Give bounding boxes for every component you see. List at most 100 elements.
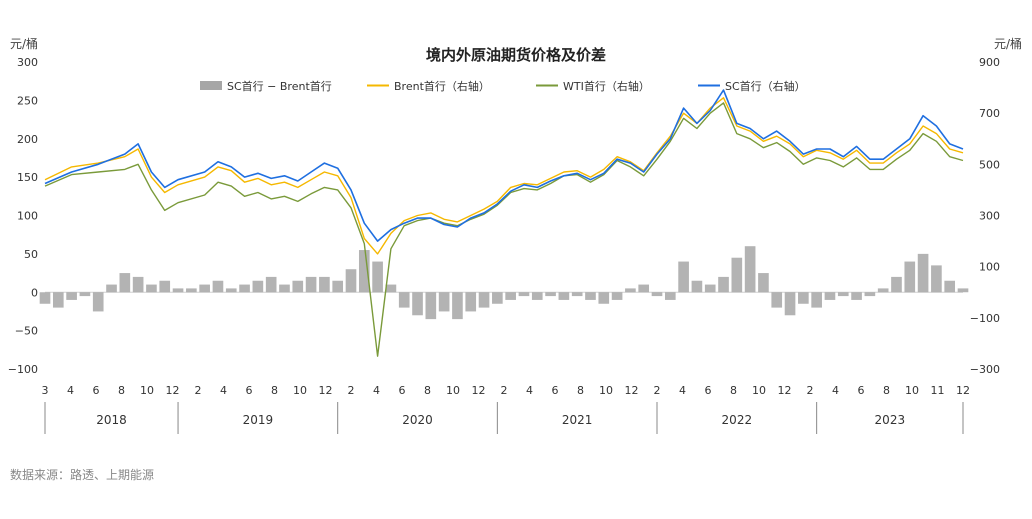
month-tick-label: 2 — [501, 384, 508, 397]
plot-area — [39, 89, 969, 357]
spread-bar-64 — [891, 276, 902, 293]
legend-label-sc: SC首行（右轴） — [725, 79, 806, 93]
right-tick-label: 100 — [979, 261, 1000, 274]
spread-bar-25 — [372, 261, 383, 293]
month-tick-label: 10 — [905, 384, 919, 397]
spread-bar-69 — [957, 288, 969, 293]
year-label: 2018 — [96, 413, 127, 427]
left-tick-label: 250 — [17, 94, 38, 107]
right-tick-label: −100 — [970, 312, 1000, 325]
spread-bar-28 — [412, 292, 423, 316]
month-tick-label: 8 — [118, 384, 125, 397]
spread-bar-55 — [771, 292, 783, 308]
spread-bar-10 — [172, 288, 184, 293]
spread-bar-36 — [518, 292, 530, 297]
spread-bar-45 — [638, 284, 650, 293]
month-tick-label: 10 — [752, 384, 766, 397]
spread-bar-33 — [478, 292, 490, 308]
spread-bar-38 — [545, 292, 556, 297]
left-tick-label: 100 — [17, 210, 38, 223]
right-tick-label: −300 — [970, 363, 1000, 376]
month-tick-label: 4 — [832, 384, 839, 397]
spread-bar-32 — [465, 292, 477, 312]
month-tick-label: 8 — [271, 384, 278, 397]
spread-bar-3 — [79, 292, 91, 297]
month-tick-label: 12 — [956, 384, 970, 397]
spread-bar-58 — [811, 292, 822, 308]
legend-label-spread: SC首行 − Brent首行 — [227, 79, 332, 93]
year-label: 2023 — [875, 413, 906, 427]
spread-bar-9 — [159, 280, 171, 293]
spread-bar-40 — [571, 292, 583, 297]
spread-bar-13 — [212, 280, 224, 293]
spread-bar-53 — [744, 246, 756, 293]
spread-bar-43 — [611, 292, 623, 300]
spread-bar-48 — [678, 261, 689, 293]
legend-label-wti: WTI首行（右轴） — [563, 79, 650, 93]
month-tick-label: 4 — [220, 384, 227, 397]
spread-bar-18 — [279, 284, 290, 293]
right-axis-unit: 元/桶 — [994, 36, 1022, 51]
right-tick-label: 900 — [979, 56, 1000, 69]
right-tick-label: 700 — [979, 107, 1000, 120]
spread-bar-22 — [332, 280, 344, 293]
month-tick-label: 12 — [625, 384, 639, 397]
month-tick-label: 2 — [807, 384, 814, 397]
left-axis-unit: 元/桶 — [10, 36, 38, 51]
spread-bar-41 — [585, 292, 596, 300]
spread-bar-35 — [505, 292, 516, 300]
month-tick-label: 12 — [319, 384, 333, 397]
month-tick-label: 8 — [424, 384, 431, 397]
spread-bar-12 — [199, 284, 210, 293]
chart-title: 境内外原油期货价格及价差 — [426, 46, 606, 64]
spread-bar-20 — [305, 276, 317, 293]
spread-bar-6 — [119, 273, 131, 293]
spread-bar-29 — [425, 292, 437, 320]
month-tick-label: 4 — [526, 384, 533, 397]
spread-bar-0 — [39, 292, 51, 304]
month-tick-label: 6 — [552, 384, 559, 397]
spread-bar-57 — [798, 292, 809, 304]
month-tick-label: 12 — [472, 384, 486, 397]
legend: SC首行 − Brent首行 Brent首行（右轴） WTI首行（右轴） SC首行（右… — [200, 79, 806, 93]
spread-bar-51 — [718, 276, 729, 293]
spread-bar-14 — [225, 288, 237, 293]
series-line-brent — [44, 97, 964, 255]
spread-bar-42 — [598, 292, 610, 304]
month-tick-label: 4 — [67, 384, 74, 397]
spread-bar-52 — [731, 257, 743, 293]
year-label: 2020 — [402, 413, 433, 427]
spread-bar-17 — [265, 276, 277, 293]
spread-bar-37 — [531, 292, 543, 300]
spread-bar-2 — [66, 292, 77, 300]
year-label: 2019 — [243, 413, 274, 427]
month-tick-label: 11 — [931, 384, 945, 397]
axes: 300250200150100500−50−100900700500300100… — [8, 56, 1000, 434]
month-tick-label: 2 — [195, 384, 202, 397]
spread-bar-49 — [691, 280, 703, 293]
month-tick-label: 8 — [577, 384, 584, 397]
month-tick-label: 3 — [42, 384, 49, 397]
month-tick-label: 10 — [446, 384, 460, 397]
spread-bar-16 — [252, 280, 264, 293]
spread-bar-23 — [345, 269, 357, 293]
spread-bar-44 — [625, 288, 636, 293]
left-tick-label: 200 — [17, 133, 38, 146]
spread-bar-24 — [358, 250, 370, 293]
spread-bar-39 — [558, 292, 570, 300]
month-tick-label: 6 — [399, 384, 406, 397]
spread-bar-67 — [931, 265, 942, 293]
spread-bar-31 — [452, 292, 463, 320]
spread-bar-26 — [385, 284, 397, 293]
spread-bar-68 — [944, 280, 956, 293]
spread-bar-11 — [186, 288, 197, 293]
right-tick-label: 300 — [979, 210, 1000, 223]
left-tick-label: −100 — [8, 363, 38, 376]
spread-bar-65 — [904, 261, 916, 293]
legend-label-brent: Brent首行（右轴） — [394, 79, 490, 93]
month-tick-label: 4 — [679, 384, 686, 397]
spread-bar-30 — [438, 292, 450, 312]
spread-bar-60 — [837, 292, 849, 297]
spread-bar-19 — [292, 280, 304, 293]
